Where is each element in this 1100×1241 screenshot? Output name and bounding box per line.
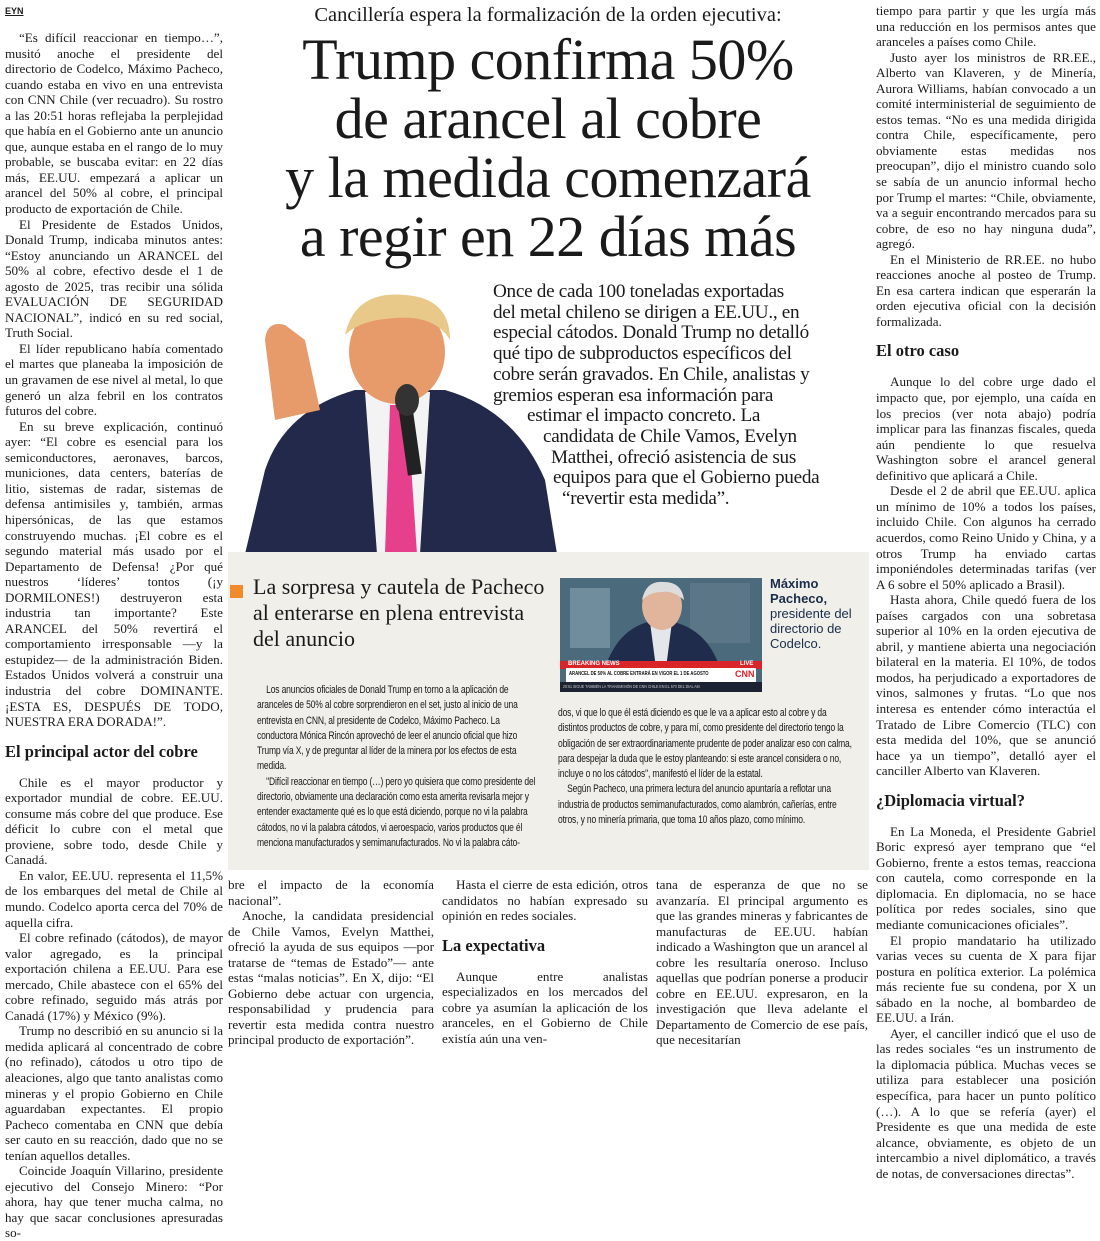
section-tag: EYN (5, 6, 24, 16)
paragraph: Los anuncios oficiales de Donald Trump e… (257, 684, 518, 773)
paragraph: En el Ministerio de RR.EE. no hubo reacc… (876, 251, 1096, 329)
deck-line: equipos para que el Gobierno pueda (553, 467, 820, 489)
paragraph: tana de esperanza de que no se avanzaría… (656, 877, 868, 1048)
box-column-1: Los anuncios oficiales de Donald Trump e… (257, 683, 542, 851)
headline-line: de arancel al cobre (334, 86, 762, 151)
paragraph: El cobre refinado (cátodos), de mayor va… (5, 930, 223, 1023)
paragraph: En La Moneda, el Presidente Gabriel Bori… (876, 823, 1096, 932)
paragraph: Hasta ahora, Chile quedó fuera de los pa… (876, 592, 1096, 779)
deck-line: especial cátodos. Donald Trump no detall… (493, 322, 809, 344)
subheading: El principal actor del cobre (5, 741, 198, 761)
deck-line: cobre serán gravados. En Chile, analista… (493, 363, 810, 385)
headline-line: a regir en 22 días más (299, 204, 797, 269)
paragraph: Justo ayer los ministros de RR.EE., Albe… (876, 49, 1096, 252)
left-column: “Es difícil reaccionar en tiempo…”, musi… (5, 30, 223, 1241)
pacheco-image (560, 578, 762, 692)
caption-text: presidente del directorio de Codelco. (770, 606, 852, 651)
deck-line: gremios esperan esa información para (493, 384, 774, 406)
bottom-column-3: tana de esperanza de que no se avanzaría… (656, 877, 868, 1048)
deck-line: Matthei, ofreció asistencia de sus (551, 446, 797, 468)
orange-square-icon (230, 585, 243, 598)
live-label: LIVE (740, 661, 754, 667)
paragraph: Chile es el mayor productor y exportador… (5, 774, 223, 868)
paragraph: El líder republicano había comentado el … (5, 340, 223, 419)
subheading: ¿Diplomacia virtual? (876, 790, 1025, 810)
bottom-column-1: bre el impacto de la economía nacional”.… (228, 877, 434, 1048)
deck-line: “revertir esta medida”. (562, 488, 730, 510)
paragraph: Ayer, el canciller indicó que el uso de … (876, 1025, 1096, 1181)
tv-headline: ARANCEL DE 50% AL COBRE ENTRARÁ EN VIGOR… (569, 671, 709, 677)
cnn-logo: CNN (735, 669, 755, 679)
subheading: La expectativa (442, 935, 546, 955)
kicker: Cancillería espera la formalización de l… (314, 4, 782, 26)
paragraph: En su breve explicación, continuó ayer: … (5, 418, 223, 730)
paragraph: En valor, EE.UU. representa el 11,5% de … (5, 867, 223, 930)
deck-line: candidata de Chile Vamos, Evelyn (543, 425, 797, 447)
box-column-2: dos, vi que lo que él está diciendo es q… (558, 706, 858, 828)
deck-line: Once de cada 100 toneladas exportadas (493, 281, 784, 302)
caption-name: Máximo Pacheco, (770, 576, 828, 606)
subheading: El otro caso (876, 341, 960, 361)
paragraph: Coincide Joaquín Villarino, presidente e… (5, 1163, 223, 1241)
deck: Once de cada 100 toneladas exportadas de… (493, 281, 820, 510)
paragraph: “Es difícil reaccionar en tiempo…”, musi… (5, 30, 223, 217)
paragraph: El Presidente de Estados Unidos, Donald … (5, 216, 223, 341)
tv-ticker: 20:51 SIGUE TAMBIÉN LA TRANSMISIÓN DE CN… (563, 684, 700, 689)
paragraph: dos, vi que lo que él está diciendo es q… (558, 707, 852, 781)
box-title: La sorpresa y cautela de Pacheco al ente… (253, 574, 545, 651)
right-column: tiempo para partir y que les urgía más u… (876, 3, 1096, 1181)
paragraph: El propio mandatario ha utilizado varias… (876, 932, 1096, 1026)
paragraph: Anoche, la candidata presidencial de Chi… (228, 908, 434, 1048)
sidebar-box: La sorpresa y cautela de Pacheco al ente… (228, 552, 869, 870)
photo-caption: Máximo Pacheco, presidente del directori… (770, 576, 868, 651)
paragraph: Hasta el cierre de esta edición, otros c… (442, 877, 648, 924)
paragraph: "Difícil reaccionar en tiempo (…) pero y… (257, 775, 536, 849)
paragraph: bre el impacto de la economía nacional”. (228, 877, 434, 908)
headline: Trump confirma 50% de arancel al cobre y… (228, 30, 868, 266)
headline-line: Trump confirma 50% (302, 27, 794, 92)
paragraph: Aunque entre analistas especializados en… (442, 968, 648, 1046)
deck-line: del metal chileno se dirigen a EE.UU., e… (493, 301, 800, 323)
paragraph: Desde el 2 de abril que EE.UU. aplica un… (876, 483, 1096, 592)
headline-line: y la medida comenzará (285, 145, 811, 210)
deck-line: qué tipo de subproductos específicos del (493, 343, 792, 365)
breaking-news-label: BREAKING NEWS (568, 661, 620, 667)
trump-photo (245, 294, 557, 554)
paragraph: Trump no describió en su anuncio si la m… (5, 1023, 223, 1163)
tv-screenshot: BREAKING NEWS LIVE ARANCEL DE 50% AL COB… (560, 578, 762, 692)
paragraph: tiempo para partir y que les urgía más u… (876, 3, 1096, 50)
deck-line: estimar el impacto concreto. La (527, 405, 761, 427)
paragraph: Según Pacheco, una primera lectura del a… (558, 783, 837, 827)
paragraph: Aunque lo del cobre urge dado el impacto… (876, 374, 1096, 483)
